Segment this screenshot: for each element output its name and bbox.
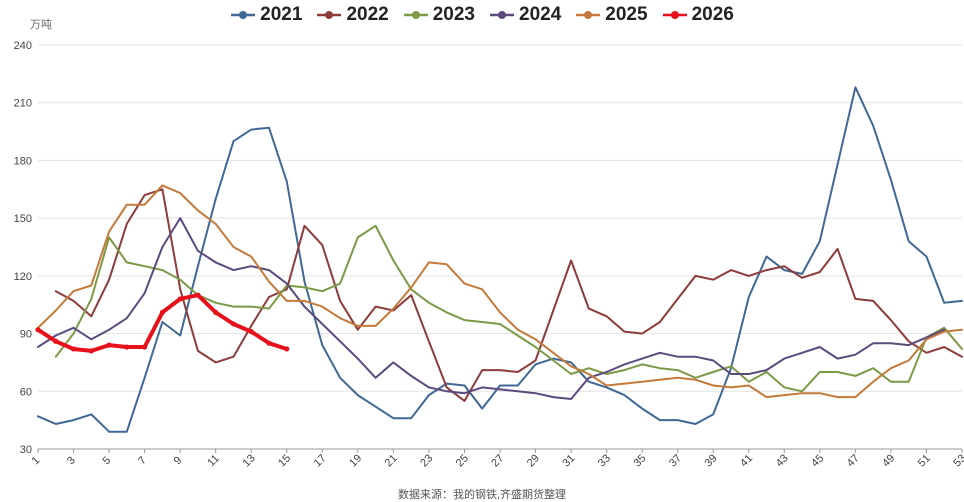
x-tick-label: 45 (809, 452, 826, 469)
y-tick-label: 240 (14, 40, 32, 52)
x-tick-label: 7 (136, 454, 149, 467)
x-tick-label: 17 (312, 452, 329, 469)
data-point-2026 (248, 329, 254, 335)
data-point-2026 (284, 346, 290, 352)
x-tick-label: 29 (525, 452, 542, 469)
x-tick-label: 31 (560, 452, 577, 469)
data-point-2026 (230, 321, 237, 327)
legend-swatch (662, 11, 687, 19)
legend-item-2026: 2026 (662, 4, 734, 26)
legend-swatch-marker (670, 11, 679, 19)
legend-swatch (490, 11, 514, 19)
data-point-2026 (142, 344, 148, 350)
legend-label: 2023 (432, 4, 475, 25)
legend-swatch-marker (411, 11, 420, 19)
series-line-2024 (37, 217, 946, 400)
legend-item-2024: 2024 (489, 4, 561, 26)
data-point-2026 (159, 309, 165, 316)
legend: 2021 2022 2023 2024 2025 2026 (0, 4, 964, 26)
legend-swatch-marker (498, 11, 506, 19)
legend-item-2021: 2021 (230, 4, 302, 26)
legend-swatch-marker (584, 11, 593, 19)
x-tick-label: 13 (241, 452, 258, 469)
x-tick-label: 15 (276, 452, 293, 469)
legend-item-2025: 2025 (575, 4, 648, 26)
y-tick-label: 180 (14, 155, 32, 167)
data-point-2026 (177, 296, 183, 302)
data-point-2026 (124, 344, 130, 350)
x-tick-label: 43 (774, 452, 791, 469)
data-point-2026 (213, 309, 219, 316)
y-unit-label: 万吨 (30, 19, 52, 31)
x-tick-label: 11 (205, 453, 222, 470)
data-point-2026 (88, 348, 94, 354)
x-tick-label: 49 (880, 452, 897, 469)
data-point-2026 (53, 338, 59, 344)
x-tick-label: 9 (172, 454, 185, 467)
x-tick-label: 21 (383, 452, 400, 469)
legend-swatch (231, 11, 256, 19)
x-tick-label: 23 (418, 452, 435, 469)
x-tick-label: 1 (29, 454, 42, 467)
legend-swatch (576, 11, 601, 19)
legend-swatch-marker (325, 11, 334, 19)
x-tick-label: 35 (631, 452, 648, 469)
series-line-2021 (37, 86, 963, 433)
data-point-2026 (106, 342, 112, 348)
legend-label: 2024 (519, 4, 562, 25)
y-tick-label: 150 (14, 213, 32, 225)
y-tick-label: 90 (20, 329, 32, 341)
source-note: 数据来源：我的钢铁,齐盛期货整理 (397, 489, 567, 501)
data-point-2026 (195, 292, 201, 298)
legend-swatch-marker (239, 11, 248, 19)
data-point-2026 (266, 340, 272, 346)
legend-item-2022: 2022 (316, 4, 389, 26)
y-tick-label: 60 (20, 386, 32, 398)
x-tick-label: 19 (347, 452, 364, 469)
x-tick-label: 25 (454, 452, 471, 469)
series-line-2023 (54, 224, 963, 393)
x-tick-label: 51 (916, 452, 933, 469)
x-tick-label: 27 (489, 452, 506, 469)
y-tick-label: 210 (14, 98, 32, 110)
x-tick-label: 37 (667, 452, 684, 469)
x-tick-label: 41 (738, 452, 755, 469)
series-line-2022 (54, 188, 963, 402)
x-tick-label: 5 (101, 454, 114, 467)
legend-swatch (403, 11, 428, 19)
x-tick-label: 3 (65, 454, 78, 467)
legend-label: 2026 (691, 4, 734, 25)
x-tick-label: 39 (703, 452, 720, 469)
x-tick-label: 47 (845, 452, 862, 469)
y-tick-label: 120 (14, 271, 32, 283)
legend-swatch (317, 11, 342, 19)
x-tick-label: 53 (951, 452, 964, 469)
y-tick-label: 30 (20, 444, 32, 456)
legend-label: 2022 (346, 4, 389, 25)
legend-item-2023: 2023 (403, 4, 475, 26)
legend-label: 2025 (605, 4, 648, 25)
series-line-2025 (37, 184, 963, 399)
data-point-2026 (70, 346, 77, 352)
x-tick-label: 33 (596, 452, 613, 469)
legend-label: 2021 (260, 4, 303, 25)
data-point-2026 (35, 327, 41, 333)
